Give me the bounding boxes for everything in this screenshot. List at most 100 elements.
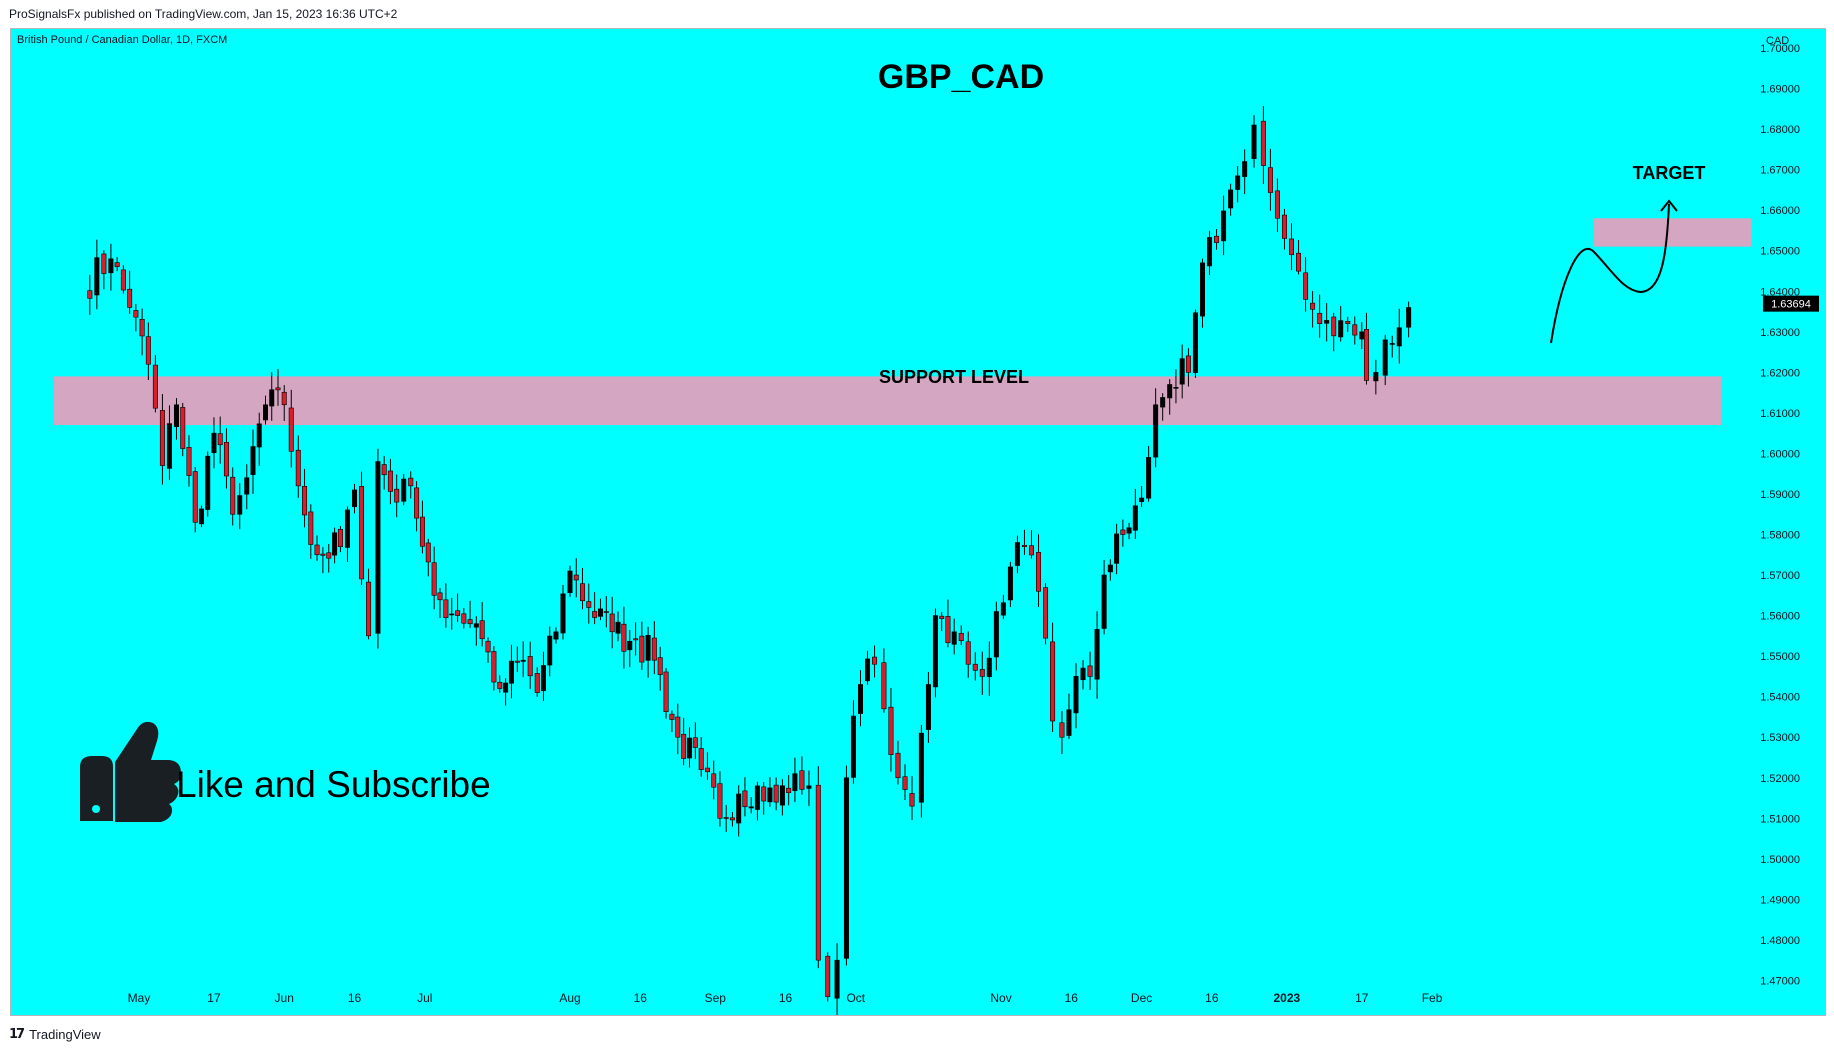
currency-label: CAD [1766,35,1789,47]
candle-body [1331,316,1337,337]
price-tick-label: 1.53000 [1760,732,1800,744]
candle-body [352,489,358,507]
candle-body [237,495,243,515]
candle-body [479,620,485,640]
candle-body [302,486,308,516]
candle-body [1303,272,1309,300]
candle-body [381,464,387,476]
candle-body [1043,587,1049,639]
candle-body [1359,331,1365,340]
candle-body [872,656,878,665]
price-tick-label: 1.48000 [1760,935,1800,947]
candle-body [692,737,698,748]
candle-body [425,542,431,563]
candle-body [419,516,425,547]
time-tick-label: 16 [348,991,362,1005]
candle-body [918,732,924,803]
candle-body [497,681,503,689]
like-subscribe-text[interactable]: Like and Subscribe [176,764,491,805]
candle-body [815,784,821,961]
candle-body [925,684,931,730]
price-tick-label: 1.67000 [1760,165,1800,177]
candle-body [639,635,645,663]
candle-body [786,787,792,794]
candle-body [230,476,236,515]
candle-body [895,752,901,779]
candle-body [767,787,773,803]
candle-body [1317,312,1323,324]
candle-body [1167,384,1173,399]
candle-body [437,592,443,601]
time-tick-label: 16 [779,991,793,1005]
candle-body [394,488,400,503]
candle-body [1059,722,1065,738]
candle-body [945,616,951,644]
candle-body [615,621,621,634]
price-tick-label: 1.68000 [1760,124,1800,136]
time-tick-label: Sep [705,991,727,1005]
projection-arrowhead [1660,199,1678,212]
candle-body [387,470,393,492]
candle-body [1267,167,1273,193]
candle-body [986,657,992,678]
time-tick-label: Jun [275,991,294,1005]
candle-body [414,487,420,519]
chart-area[interactable]: British Pound / Canadian Dollar, 1D, FXC… [10,28,1826,1016]
last-price-label: 1.63694 [1771,299,1811,311]
candle-body [663,671,669,712]
candle-body [408,477,414,487]
candle-body [1050,641,1056,722]
candle-body [1289,238,1295,256]
candle-body [932,615,938,688]
candle-body [192,471,198,523]
candle-body [736,793,742,824]
candle-body [332,532,338,556]
price-tick-label: 1.56000 [1760,611,1800,623]
candle-body [1345,321,1351,324]
candle-body [729,817,735,821]
time-tick-label: Oct [846,991,865,1005]
candle-body [173,404,179,427]
candle-body [108,258,114,274]
price-axis[interactable]: 1.70000 1.69000 1.68000 1.67000 1.66000 1.650… [1760,43,1800,987]
candle-body [485,640,491,653]
candle-body [675,716,681,738]
candle-body [773,784,779,803]
time-tick-label: Jul [417,991,432,1005]
candle-body [806,785,812,789]
candle-body [101,253,107,274]
price-tick-label: 1.63000 [1760,327,1800,339]
candle-body [698,748,704,770]
time-tick-label: 16 [634,991,648,1005]
candle-body [1396,327,1402,347]
candle-body [1373,372,1379,382]
candle-body [87,290,93,299]
thumbs-up-icon[interactable] [80,721,181,822]
candle-body [467,619,473,625]
candle-body [1007,566,1013,601]
candle-body [681,733,687,759]
price-tick-label: 1.59000 [1760,489,1800,501]
time-tick-label: 2023 [1273,991,1300,1005]
candle-body [127,288,133,308]
candle-body [902,776,908,790]
candle-body [503,682,509,693]
candle-body [723,817,729,819]
tradingview-footer-logo[interactable]: 17 TradingView [9,1025,101,1043]
candle-body [281,391,287,406]
candlestick-chart[interactable]: British Pound / Canadian Dollar, 1D, FXC… [11,29,1825,1015]
candle-body [1363,329,1369,381]
time-tick-label: Feb [1422,991,1443,1005]
candle-body [1235,175,1241,190]
candle-body [865,658,871,682]
candle-body [491,651,497,683]
candle-body [244,477,250,495]
candle-body [431,562,437,596]
candle-body [609,613,615,633]
candle-body [834,959,840,999]
time-axis[interactable]: May 17 Jun 16 Jul Aug 16 Sep 16 Oct Nov 16 Dec 16 2023… [128,991,1443,1005]
candle-body [792,773,798,791]
price-tick-label: 1.50000 [1760,854,1800,866]
candle-body [553,631,559,640]
candle-body [1324,320,1330,324]
